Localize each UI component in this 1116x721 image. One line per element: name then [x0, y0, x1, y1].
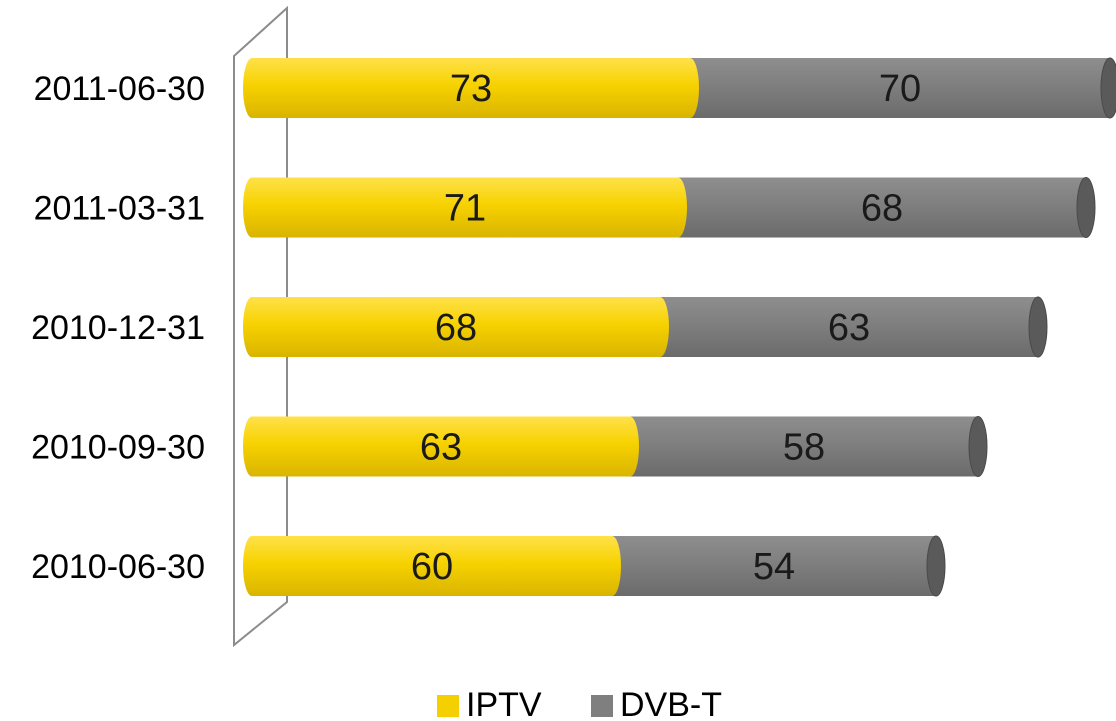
- bar-iptv: [252, 177, 678, 238]
- bar-dvb-t: [690, 58, 1110, 118]
- bar-dvb-t: [612, 536, 936, 596]
- category-axis-wall: [233, 5, 288, 648]
- bar-iptv: [252, 297, 660, 357]
- data-label-iptv: 71: [444, 188, 486, 230]
- bar-dvb-t: [660, 297, 1038, 357]
- data-label-dvb-t: 68: [861, 188, 903, 230]
- bar-seam: [669, 177, 687, 238]
- data-label-dvb-t: 70: [879, 68, 921, 110]
- bar-seam: [603, 536, 621, 596]
- bar-end-cap: [1100, 57, 1116, 119]
- category-label: 2011-03-31: [34, 190, 205, 228]
- category-label: 2011-06-30: [34, 70, 205, 108]
- legend: IPTV DVB-T: [437, 686, 722, 721]
- bar-end-cap: [926, 535, 946, 597]
- legend-swatch-iptv: [437, 695, 459, 717]
- legend-entry-dvbt: DVB-T: [620, 686, 722, 721]
- data-label-dvb-t: 63: [828, 307, 870, 349]
- category-label: 2010-06-30: [31, 548, 205, 586]
- data-label-iptv: 68: [435, 307, 477, 349]
- legend-entry-iptv: IPTV: [466, 686, 542, 721]
- bar-seam: [621, 416, 639, 477]
- category-labels: 2011-06-30 2011-03-31 2010-12-31 2010-09-30…: [31, 70, 205, 586]
- bar-dvb-t: [630, 416, 978, 477]
- data-label-dvb-t: 54: [753, 546, 795, 588]
- category-label: 2010-12-31: [31, 309, 205, 347]
- bar-iptv: [252, 58, 690, 118]
- bar-seam: [651, 297, 669, 357]
- bar-dvb-t: [678, 177, 1086, 238]
- bar-iptv: [252, 416, 630, 477]
- category-label: 2010-09-30: [31, 429, 205, 467]
- bar-iptv: [252, 536, 612, 596]
- data-labels: 73 70 71 68 68 63 63 58 60 54: [411, 68, 921, 588]
- data-label-dvb-t: 58: [783, 427, 825, 469]
- bar-end-cap: [1076, 177, 1096, 238]
- data-label-iptv: 63: [420, 427, 462, 469]
- bar-seam: [681, 58, 699, 118]
- data-label-iptv: 60: [411, 546, 453, 588]
- bar-end-cap: [1028, 296, 1048, 358]
- bar-end-cap: [968, 416, 988, 477]
- data-label-iptv: 73: [450, 68, 492, 110]
- bars-layer: [243, 57, 1116, 597]
- legend-swatch-dvbt: [591, 695, 613, 717]
